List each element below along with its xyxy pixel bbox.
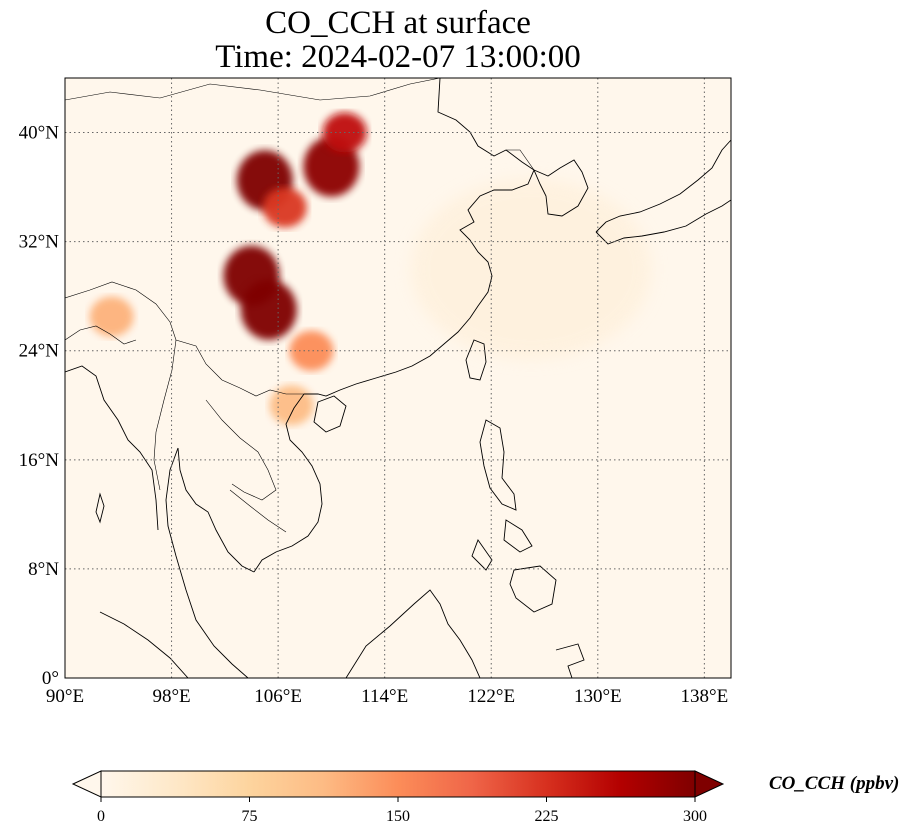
- coastline-visayas: [471, 519, 533, 571]
- colorbar-tick-label: 225: [535, 808, 559, 825]
- colorbar-tick-label: 0: [97, 808, 105, 825]
- y-tick-label: 32°N: [19, 232, 60, 253]
- plume-8: [89, 296, 134, 337]
- colorbar-tick-label: 75: [242, 808, 258, 825]
- border-mongolia: [65, 78, 441, 101]
- plume-1: [240, 279, 297, 340]
- x-tick-label: 98°E: [152, 686, 190, 707]
- x-tick-label: 90°E: [46, 686, 84, 707]
- y-axis-ticks: 0° 8°N 16°N 24°N 32°N 40°N: [19, 123, 60, 689]
- coastline-vietnam: [253, 393, 323, 573]
- coastline-japan-south: [595, 199, 731, 245]
- coastline-china: [304, 78, 535, 397]
- y-tick-label: 16°N: [19, 450, 60, 471]
- border-china-southeast-asia: [221, 379, 304, 397]
- coastline-sumatra: [99, 611, 189, 678]
- coastlines: [65, 78, 731, 678]
- colorbar-extend-min: [71, 770, 102, 798]
- border-laos: [205, 399, 277, 501]
- map-background: [65, 78, 731, 678]
- plume-7: [269, 385, 314, 426]
- border-india: [65, 325, 137, 345]
- y-tick-label: 40°N: [19, 123, 60, 144]
- coastline-sulawesi: [555, 643, 585, 678]
- x-axis-ticks: 90°E 98°E 106°E 114°E 122°E 130°E 138°E: [46, 686, 728, 707]
- coastline-bay-bengal: [65, 365, 159, 531]
- coastline-andaman: [95, 492, 105, 524]
- coastline-hainan: [313, 395, 347, 433]
- border-korea-china: [506, 149, 535, 171]
- colorbar-extend-max: [694, 770, 725, 798]
- x-tick-label: 106°E: [254, 686, 302, 707]
- borders: [65, 78, 535, 533]
- y-tick-label: 24°N: [19, 341, 60, 362]
- colorbar-ticks: 0 75 150 225 300: [97, 797, 707, 825]
- title-line: CO_CCH at surface: [265, 5, 531, 41]
- coastline-indochina-gulf: [177, 447, 255, 573]
- border-myanmar-thailand: [153, 339, 177, 491]
- coastline-luzon: [479, 419, 517, 511]
- coastline-mindanao: [509, 565, 557, 613]
- coastline-malay: [165, 447, 249, 678]
- subtitle-line: Time: 2024-02-07 13:00:00: [215, 39, 581, 75]
- coastline-taiwan: [465, 339, 487, 381]
- y-tick-label: 8°N: [28, 559, 59, 580]
- border-cambodia: [229, 489, 287, 533]
- x-tick-label: 130°E: [574, 686, 622, 707]
- x-tick-label: 122°E: [467, 686, 515, 707]
- colorbar-tick-label: 150: [386, 808, 410, 825]
- y-tick-label: 0°: [42, 668, 59, 689]
- chart-title: CO_CCH at surface Time: 2024-02-07 13:00…: [0, 6, 796, 74]
- plume-6: [289, 330, 334, 371]
- colorbar: 0 75 150 225 300 CO_CCH (ppbv): [71, 770, 899, 825]
- coastline-japan-kyushu-honshu: [595, 139, 731, 233]
- x-tick-label: 114°E: [361, 686, 408, 707]
- coastline-borneo: [345, 589, 481, 678]
- plume-9: [411, 178, 652, 359]
- border-himalaya: [65, 281, 223, 381]
- map-frame: [64, 77, 732, 679]
- x-tick-label: 138°E: [681, 686, 729, 707]
- map-area: [64, 77, 732, 679]
- colorbar-tick-label: 300: [683, 808, 707, 825]
- colorbar-label: CO_CCH (ppbv): [769, 773, 899, 794]
- plume-5: [262, 187, 307, 228]
- coastline-korea: [533, 159, 589, 217]
- colorbar-gradient: [100, 770, 696, 798]
